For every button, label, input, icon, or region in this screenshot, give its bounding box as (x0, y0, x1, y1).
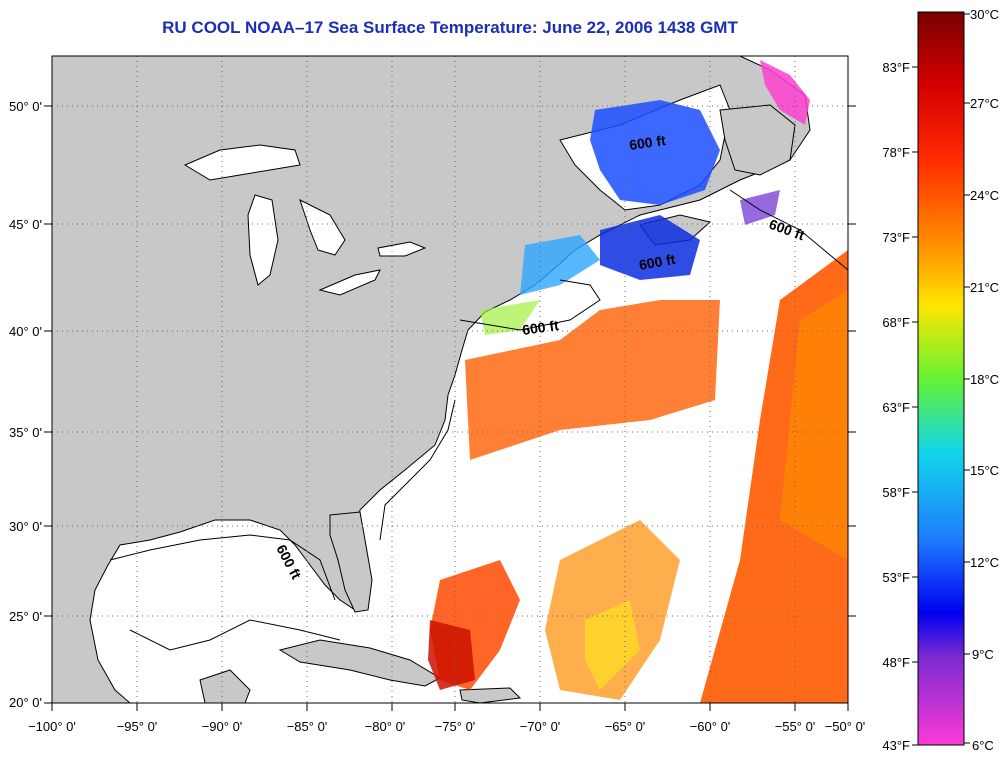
sst-magenta-labrador (760, 60, 810, 125)
celsius-label: 12°C (970, 555, 999, 570)
lon-label: −80° 0' (365, 719, 406, 734)
celsius-label: 24°C (970, 188, 999, 203)
lon-label: −50° 0' (825, 719, 866, 734)
isobath-contour-se (379, 399, 456, 541)
fahrenheit-label: 63°F (882, 400, 910, 415)
lon-label: −65° 0' (605, 719, 646, 734)
fahrenheit-label: 53°F (882, 570, 910, 585)
lon-label: −75° 0' (435, 719, 476, 734)
lat-labels: 50° 0' 45° 0' 40° 0' 35° 0' 30° 0' 25° 0… (9, 99, 42, 710)
yucatan (199, 669, 251, 703)
sst-purple-labrador (740, 190, 780, 225)
lon-label: −55° 0' (775, 719, 816, 734)
celsius-label: 9°C (972, 647, 994, 662)
celsius-label: 21°C (970, 280, 999, 295)
lat-label: 35° 0' (9, 425, 42, 440)
sst-cold-maine (520, 235, 600, 295)
lake-superior (183, 144, 301, 181)
celsius-label: 27°C (970, 96, 999, 111)
lon-label: −100° 0' (28, 719, 76, 734)
lake-ontario (377, 241, 427, 257)
fahrenheit-label: 83°F (882, 60, 910, 75)
lon-label: −70° 0' (520, 719, 561, 734)
sst-band-warm-east-2 (780, 290, 848, 560)
lon-label: −95° 0' (117, 719, 158, 734)
colorbar-fahrenheit-labels: 83°F 78°F 73°F 68°F 63°F 58°F 53°F 48°F … (882, 60, 910, 753)
map-frame (51, 55, 849, 704)
fahrenheit-label: 78°F (882, 145, 910, 160)
newfoundland (719, 104, 796, 176)
hispaniola (459, 687, 522, 703)
colorbar (917, 11, 965, 746)
sst-patch-yellow (585, 600, 640, 690)
lat-label: 30° 0' (9, 519, 42, 534)
chart-title: RU COOL NOAA–17 Sea Surface Temperature:… (162, 18, 738, 37)
isobath-label: 600 ft (521, 317, 560, 338)
cuba (278, 639, 442, 687)
lake-michigan (247, 194, 279, 286)
sst-band-warm-west (465, 300, 720, 460)
celsius-label: 6°C (972, 738, 994, 753)
fahrenheit-label: 73°F (882, 230, 910, 245)
fahrenheit-label: 48°F (882, 655, 910, 670)
north-america-land (52, 56, 811, 703)
celsius-label: 15°C (970, 463, 999, 478)
sst-band-red-south (428, 620, 475, 690)
isobath-contour-shelf (459, 279, 601, 331)
lake-erie (318, 269, 381, 296)
isobath-label: 600 ft (628, 132, 667, 153)
lat-label: 50° 0' (9, 99, 42, 114)
axis-ticks (44, 105, 856, 711)
lat-label: 20° 0' (9, 695, 42, 710)
lon-labels: −100° 0' −95° 0' −90° 0' −85° 0' −80° 0'… (28, 719, 865, 734)
lon-label: −85° 0' (287, 719, 328, 734)
celsius-label: 30°C (970, 7, 999, 22)
lat-label: 25° 0' (9, 609, 42, 624)
lake-huron (299, 199, 346, 256)
fahrenheit-label: 58°F (882, 485, 910, 500)
fahrenheit-label: 43°F (882, 738, 910, 753)
lon-label: −90° 0' (202, 719, 243, 734)
colorbar-celsius-labels: 30°C 27°C 24°C 21°C 18°C 15°C 12°C 9°C 6… (970, 7, 999, 753)
isobath-label: 600 ft (638, 251, 677, 273)
celsius-label: 18°C (970, 372, 999, 387)
lon-label: −60° 0' (690, 719, 731, 734)
lat-label: 40° 0' (9, 324, 42, 339)
isobath-contour-gulf (109, 534, 336, 601)
lat-label: 45° 0' (9, 217, 42, 232)
fahrenheit-label: 68°F (882, 315, 910, 330)
isobath-contour-east (729, 189, 848, 271)
colorbar-ticks (912, 13, 970, 746)
sst-cold-gulf-stlawrence (590, 100, 720, 205)
